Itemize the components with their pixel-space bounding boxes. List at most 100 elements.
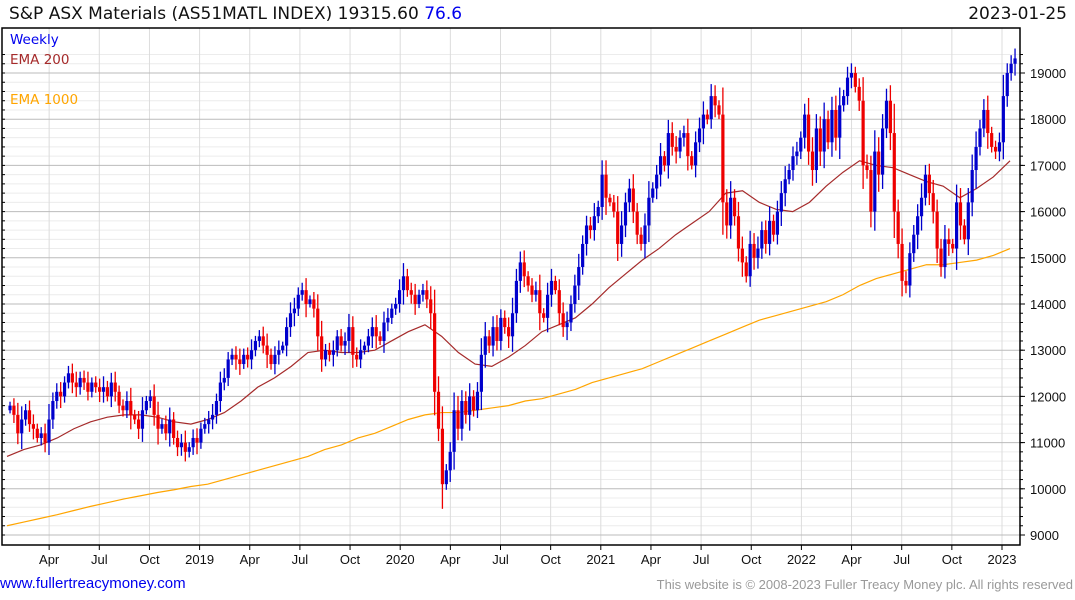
candle-body xyxy=(440,428,445,485)
candle xyxy=(923,164,928,206)
candle-body xyxy=(168,419,172,434)
candle xyxy=(172,412,176,445)
candle-body xyxy=(670,133,674,147)
candle-body xyxy=(1009,63,1013,73)
candle xyxy=(542,308,546,323)
candle xyxy=(238,348,242,375)
candle xyxy=(378,331,382,346)
candle xyxy=(705,109,709,125)
candle-body xyxy=(694,142,698,166)
candle-body xyxy=(888,100,892,134)
candle xyxy=(717,100,721,120)
candle-body xyxy=(1005,73,1009,97)
candle-body xyxy=(351,327,355,355)
candle xyxy=(386,308,390,332)
candle-body xyxy=(421,290,425,295)
candle xyxy=(74,371,78,397)
candle-body xyxy=(845,77,850,97)
candle-body xyxy=(643,225,647,244)
candle-body xyxy=(705,114,709,120)
candle-body xyxy=(744,262,748,277)
candle-body xyxy=(331,350,335,355)
candle-body xyxy=(304,290,308,304)
candle-body xyxy=(335,336,339,351)
candle xyxy=(175,430,180,457)
candle-body xyxy=(413,294,417,304)
candle xyxy=(658,142,663,187)
candle xyxy=(884,88,889,139)
candle xyxy=(830,96,834,157)
candle xyxy=(604,160,608,215)
candle xyxy=(1013,48,1017,76)
candle-body xyxy=(697,128,702,143)
candle-body xyxy=(242,354,246,365)
candle xyxy=(982,99,986,138)
candle-body xyxy=(499,317,503,341)
x-tick-label: Oct xyxy=(340,552,361,567)
candle xyxy=(125,391,129,419)
candle-body xyxy=(355,354,359,360)
candle xyxy=(109,372,113,408)
candle-body xyxy=(557,290,561,314)
candle-body xyxy=(59,391,63,397)
candle xyxy=(1001,74,1005,160)
candle xyxy=(491,316,495,357)
x-tick-label: Jul xyxy=(693,552,710,567)
x-tick-label: 2020 xyxy=(386,552,415,567)
candle xyxy=(273,346,277,375)
candle xyxy=(448,442,452,482)
candle xyxy=(98,378,102,403)
candle-body xyxy=(464,401,468,415)
candle xyxy=(697,117,702,153)
candle xyxy=(744,256,748,283)
candle xyxy=(475,382,480,419)
candle-body xyxy=(386,317,390,323)
candle xyxy=(281,341,285,354)
candle-body xyxy=(768,220,772,244)
candle xyxy=(775,200,780,245)
candle xyxy=(234,346,238,370)
candle xyxy=(678,130,682,159)
candle-body xyxy=(405,276,409,291)
candle-body xyxy=(456,410,460,429)
candle-body xyxy=(207,419,211,425)
candle xyxy=(304,278,308,318)
candle xyxy=(955,184,959,270)
candle-body xyxy=(740,248,744,263)
candle-body xyxy=(401,276,406,291)
candle xyxy=(327,342,332,362)
candle-body xyxy=(510,313,515,337)
website-link[interactable]: www.fullertreacymoney.com xyxy=(0,575,186,592)
candle xyxy=(300,282,304,301)
candle xyxy=(436,376,441,442)
candle xyxy=(970,154,974,217)
candle-body xyxy=(183,442,187,452)
candle xyxy=(608,193,612,207)
candle xyxy=(218,371,222,412)
candle-body xyxy=(308,299,312,304)
candle-body xyxy=(179,442,184,448)
x-tick-label: 2019 xyxy=(185,552,214,567)
candle-body xyxy=(869,170,873,212)
ema1000-line xyxy=(6,248,1011,527)
candle-body xyxy=(658,156,663,175)
candle-body xyxy=(904,280,908,286)
candle xyxy=(144,395,148,415)
candle-body xyxy=(339,336,343,346)
candle xyxy=(627,178,631,213)
candle xyxy=(974,131,978,189)
candle-body xyxy=(771,220,776,235)
candle xyxy=(927,163,931,206)
candle-body xyxy=(257,336,261,341)
candle xyxy=(670,122,674,156)
candle xyxy=(249,339,254,370)
candle-body xyxy=(343,340,347,346)
x-tick-label: 2023 xyxy=(988,552,1017,567)
candle xyxy=(1005,63,1009,107)
candle-body xyxy=(1001,96,1005,143)
candle xyxy=(857,78,861,111)
candle-body xyxy=(195,437,199,443)
plot-frame xyxy=(1,27,1021,546)
candle xyxy=(113,371,117,402)
candle-body xyxy=(35,428,39,438)
